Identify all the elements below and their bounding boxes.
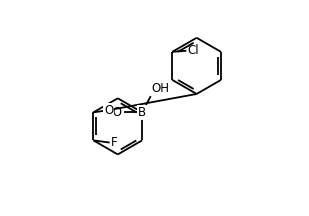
Text: B: B [138,106,146,119]
Text: HO: HO [105,106,123,119]
Text: Cl: Cl [187,44,199,57]
Text: OH: OH [152,82,170,95]
Text: O: O [104,104,113,117]
Text: F: F [111,136,117,149]
